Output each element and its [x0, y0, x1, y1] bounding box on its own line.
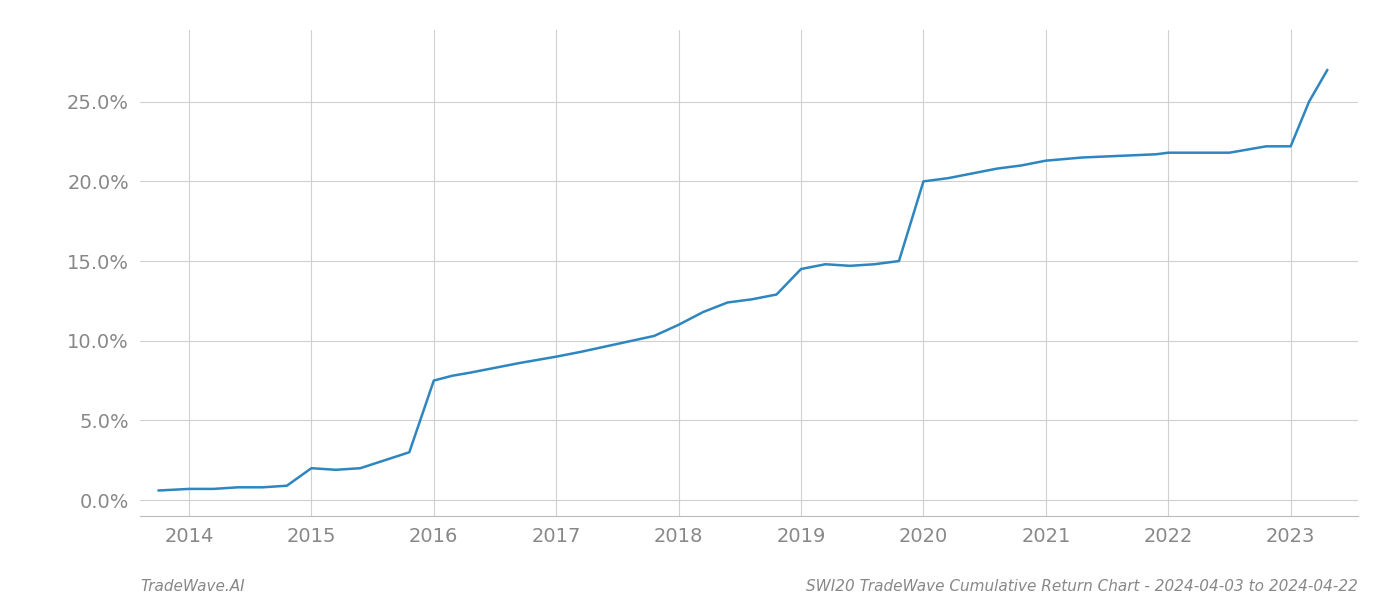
Text: TradeWave.AI: TradeWave.AI: [140, 579, 245, 594]
Text: SWI20 TradeWave Cumulative Return Chart - 2024-04-03 to 2024-04-22: SWI20 TradeWave Cumulative Return Chart …: [806, 579, 1358, 594]
